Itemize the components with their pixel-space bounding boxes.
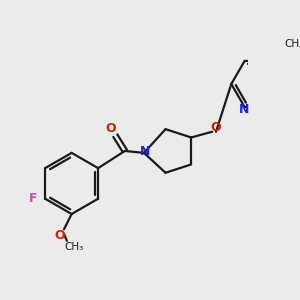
Text: O: O: [211, 122, 221, 134]
Text: O: O: [54, 230, 64, 242]
Text: N: N: [140, 146, 150, 158]
Text: N: N: [238, 103, 249, 116]
Text: O: O: [105, 122, 116, 134]
Text: CH₃: CH₃: [285, 39, 300, 49]
Text: F: F: [28, 192, 37, 205]
Text: CH₃: CH₃: [64, 242, 83, 252]
